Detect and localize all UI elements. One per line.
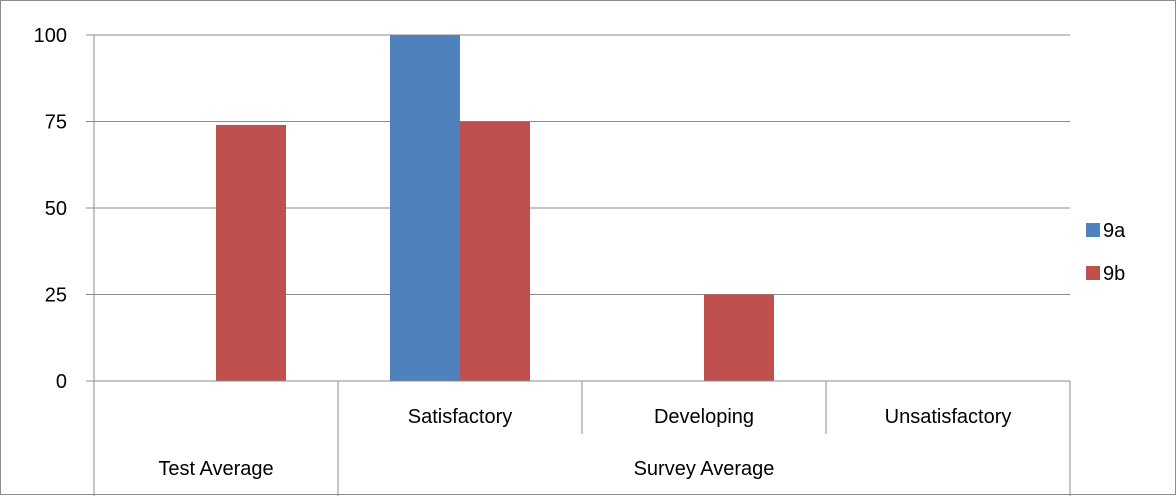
axes	[93, 35, 1071, 496]
bars	[216, 35, 774, 382]
y-tick-label: 25	[45, 285, 67, 307]
legend-label-9a: 9a	[1103, 220, 1126, 242]
y-tick-label: 75	[45, 112, 67, 134]
bar-9a-satisfactory	[390, 35, 460, 381]
legend-label-9b: 9b	[1103, 263, 1125, 285]
bar-9b-developing	[704, 294, 774, 381]
category-group-label: Test Average	[158, 458, 273, 480]
category-group-label: Survey Average	[634, 458, 775, 480]
category-labels: Satisfactory Developing Unsatisfactory Test…	[158, 406, 1011, 480]
bar-9b-satisfactory	[460, 121, 530, 381]
bar-9b-test-average	[216, 124, 286, 382]
y-tick-labels: 0 25 50 75 100	[34, 25, 67, 393]
category-label: Unsatisfactory	[885, 406, 1012, 428]
legend: 9a 9b	[1086, 220, 1126, 285]
y-tick-label: 50	[45, 198, 67, 220]
category-label: Developing	[654, 406, 754, 428]
legend-swatch-9a	[1086, 223, 1100, 237]
category-label: Satisfactory	[408, 406, 512, 428]
y-tick-label: 0	[56, 371, 67, 393]
y-tick-label: 100	[34, 25, 67, 47]
legend-swatch-9b	[1086, 266, 1100, 280]
